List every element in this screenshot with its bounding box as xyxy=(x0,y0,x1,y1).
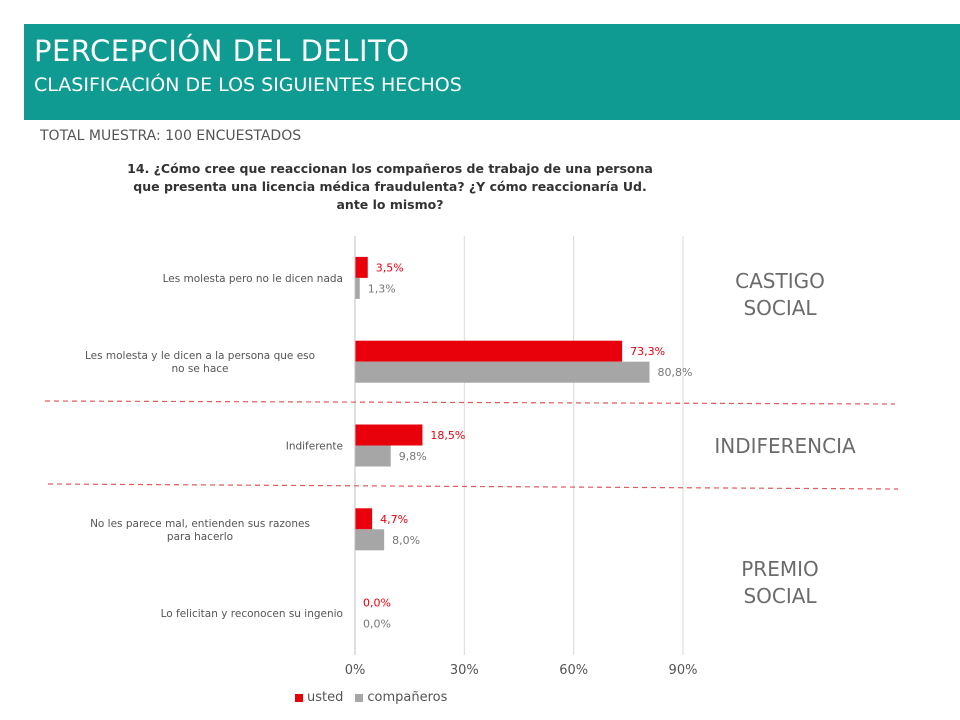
divider-line xyxy=(44,400,896,405)
x-tick-label: 90% xyxy=(669,663,698,678)
group-label-premio: PREMIO SOCIAL xyxy=(741,557,819,608)
page-subtitle: CLASIFICACIÓN DE LOS SIGUIENTES HECHOS xyxy=(34,74,462,96)
data-label-usted: 73,3% xyxy=(630,345,665,358)
x-tick-label: 60% xyxy=(559,663,588,678)
data-label-companeros: 1,3% xyxy=(368,282,396,295)
divider-line xyxy=(47,483,899,490)
data-label-companeros: 80,8% xyxy=(657,366,692,379)
x-tick-label: 0% xyxy=(345,663,366,678)
category-label: Lo felicitan y reconocen su ingenio xyxy=(161,608,343,620)
bar-companeros xyxy=(355,361,650,383)
data-label-usted: 4,7% xyxy=(380,513,408,526)
legend-label-companeros: compañeros xyxy=(367,690,448,705)
bar-companeros xyxy=(355,277,360,299)
data-label-companeros: 8,0% xyxy=(392,534,420,547)
legend-item-companeros: compañeros xyxy=(355,690,447,705)
data-label-companeros: 0,0% xyxy=(363,618,391,631)
bar-usted xyxy=(355,424,423,446)
chart-title: 14. ¿Cómo cree que reaccionan los compañ… xyxy=(127,161,653,212)
data-label-usted: 18,5% xyxy=(430,429,465,442)
bar-companeros xyxy=(355,445,391,467)
legend-swatch-companeros xyxy=(355,693,364,702)
bar-usted xyxy=(355,508,373,530)
group-label-indiferencia: INDIFERENCIA xyxy=(714,434,856,458)
bar-companeros xyxy=(355,529,385,551)
header-band xyxy=(24,24,960,120)
chart-legend: usted compañeros xyxy=(295,690,455,705)
legend-item-usted: usted xyxy=(295,690,343,705)
category-label: No les parece mal, entienden sus razones… xyxy=(90,518,310,543)
group-label-castigo: CASTIGO SOCIAL xyxy=(735,269,825,320)
category-label: Les molesta pero no le dicen nada xyxy=(163,273,343,285)
category-label: Les molesta y le dicen a la persona que … xyxy=(85,350,315,375)
category-label: Indiferente xyxy=(286,441,343,453)
legend-label-usted: usted xyxy=(307,690,344,705)
bar-usted xyxy=(355,340,623,362)
page-title: PERCEPCIÓN DEL DELITO xyxy=(34,34,410,68)
bar-usted xyxy=(355,256,368,278)
data-label-usted: 3,5% xyxy=(376,261,404,274)
data-label-usted: 0,0% xyxy=(363,597,391,610)
x-tick-label: 30% xyxy=(450,663,479,678)
total-sample-label: TOTAL MUESTRA: 100 ENCUESTADOS xyxy=(40,128,302,144)
data-label-companeros: 9,8% xyxy=(399,450,427,463)
legend-swatch-usted xyxy=(295,693,303,702)
